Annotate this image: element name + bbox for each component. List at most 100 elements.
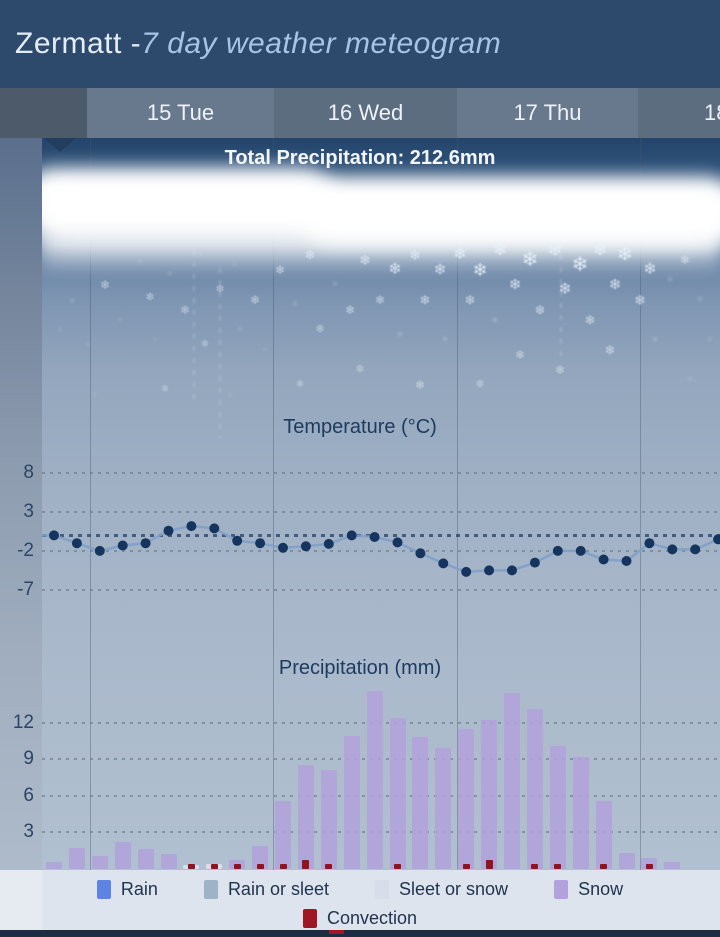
temperature-point: [575, 545, 586, 556]
day-column-16-wed[interactable]: 16 Wed: [274, 88, 457, 138]
day-column-15-tue[interactable]: 15 Tue: [87, 88, 274, 138]
temperature-point: [49, 530, 59, 541]
temp-axis-tick: 3: [23, 501, 34, 523]
day-gridline: [640, 138, 641, 870]
day-gridline: [457, 138, 458, 870]
legend-item-rain-or-sleet: Rain or sleet: [203, 878, 329, 900]
cloud-fade: [42, 236, 720, 278]
convection-mark: [554, 864, 562, 869]
temperature-point: [278, 542, 288, 553]
day-column-18[interactable]: 18: [638, 88, 720, 138]
precip-axis-tick: 12: [12, 711, 34, 733]
precip-bar: [526, 709, 543, 869]
temperature-point: [140, 538, 151, 549]
legend-label-rain: Rain: [120, 878, 158, 899]
temperature-point: [71, 538, 82, 549]
temperature-point: [438, 558, 449, 569]
precip-axis-tick: 3: [23, 821, 34, 843]
convection-mark: [325, 864, 333, 869]
app-header: Zermatt - 7 day weather meteogram: [0, 0, 720, 88]
day-label: 18: [704, 100, 720, 125]
legend-label-snow: Snow: [578, 878, 624, 899]
legend-label-convection: Convection: [326, 907, 418, 928]
temp-gridline: [42, 588, 720, 591]
footer-strip: [0, 930, 720, 937]
temperature-point: [621, 556, 632, 566]
precip-bar: [46, 861, 62, 869]
temperature-point: [186, 521, 197, 532]
location-title: Zermatt -: [15, 27, 142, 60]
temp-axis-tick: -7: [17, 578, 34, 600]
temperature-point: [507, 565, 517, 576]
convection-mark: [256, 864, 264, 869]
legend-swatch-sleet-or-snow: [375, 879, 389, 899]
legend-item-snow: Snow: [554, 879, 623, 900]
legend-overflow-sliver: [329, 930, 344, 934]
day-gridline: [90, 138, 91, 870]
convection-mark: [279, 864, 287, 869]
temp-axis-tick: -2: [17, 539, 34, 561]
legend-item-sleet-or-snow: Sleet or snow: [375, 879, 508, 900]
day-column-prev[interactable]: [0, 88, 87, 138]
convection-mark: [187, 864, 195, 869]
temperature-point: [392, 537, 403, 548]
convection-mark: [302, 860, 310, 869]
precip-bar: [68, 848, 85, 869]
precip-bar: [320, 770, 337, 869]
temperature-point: [346, 530, 357, 541]
temperature-point: [94, 545, 105, 556]
legend-item-rain: Rain: [96, 878, 158, 900]
precip-bar: [389, 717, 406, 869]
temperature-point: [163, 525, 174, 536]
precip-bar: [343, 736, 360, 869]
precip-bar: [504, 693, 520, 869]
legend-item-convection: Convection: [302, 907, 418, 929]
temperature-point: [713, 534, 720, 545]
legend-swatch-rain: [96, 879, 111, 899]
temperature-point: [323, 538, 334, 549]
legend-label-rain-or-sleet: Rain or sleet: [227, 878, 329, 899]
convection-mark: [645, 864, 653, 869]
precip-bar: [595, 800, 612, 869]
precip-bar: [641, 858, 658, 869]
precip-bar: [435, 748, 452, 869]
precip-bar: [252, 845, 269, 869]
temp-gridline: [42, 472, 720, 475]
temperature-point: [529, 557, 540, 568]
convection-mark: [233, 864, 241, 869]
precip-bar: [297, 765, 314, 869]
precip-bar: [91, 855, 108, 869]
temp-axis-tick: 8: [23, 462, 34, 484]
temperature-point: [552, 545, 563, 556]
precip-bar: [549, 745, 566, 869]
convection-mark: [462, 864, 470, 869]
convection-mark: [210, 864, 218, 869]
legend-swatch-convection: [302, 908, 317, 928]
precip-bar: [412, 737, 429, 869]
convection-mark: [485, 860, 493, 869]
temperature-point: [300, 541, 311, 552]
temp-gridline: [42, 549, 720, 552]
temperature-point: [117, 540, 128, 551]
legend-label-sleet-or-snow: Sleet or snow: [399, 878, 509, 899]
day-gridline: [273, 138, 274, 870]
day-column-17-thu[interactable]: 17 Thu: [457, 88, 638, 138]
convection-mark: [600, 864, 608, 869]
legend-swatch-rain-or-sleet: [203, 879, 218, 899]
convection-mark: [531, 864, 539, 869]
meteogram-subtitle: 7 day weather meteogram: [141, 27, 502, 60]
snow-streak: [219, 268, 221, 438]
temperature-line-chart: [42, 521, 720, 577]
legend-left-strip: [0, 870, 42, 930]
legend-swatch-snow: [554, 879, 569, 899]
precip-bar: [458, 728, 475, 869]
day-axis: 15 Tue 16 Wed 17 Thu 18: [0, 88, 720, 138]
temperature-point: [209, 523, 220, 534]
temperature-point: [415, 548, 426, 559]
precip-axis-tick: 9: [23, 748, 34, 770]
precip-bar: [366, 690, 383, 869]
temperature-line: [42, 524, 720, 574]
temperature-point: [598, 554, 609, 565]
snow-streak: [193, 250, 195, 400]
